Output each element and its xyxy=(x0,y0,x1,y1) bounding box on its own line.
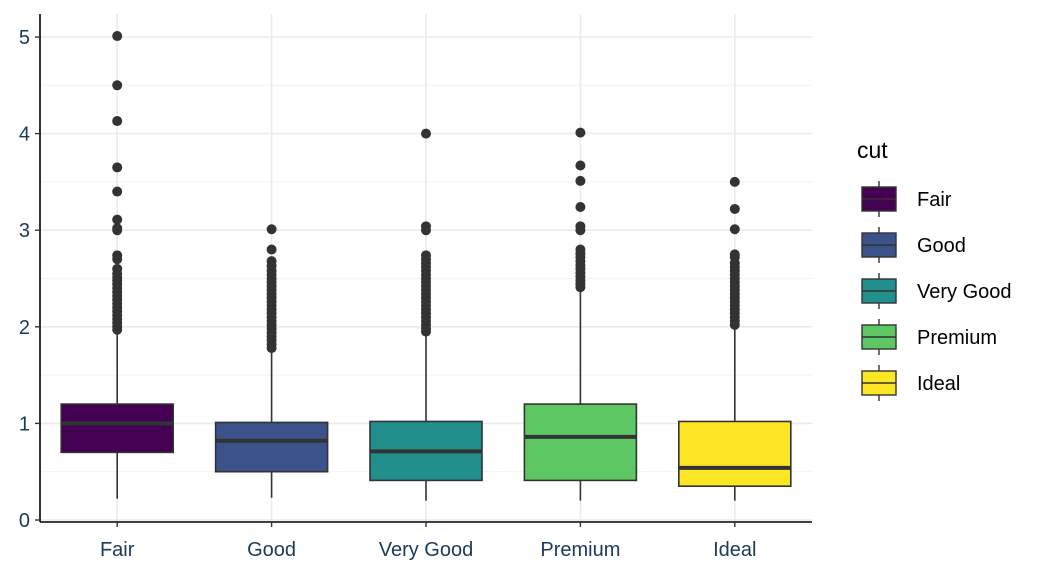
legend-label: Fair xyxy=(917,189,952,211)
legend-item-fair: Fair xyxy=(861,181,952,217)
y-tick-label: 5 xyxy=(19,27,30,49)
outlier-point xyxy=(112,324,123,335)
outlier-point xyxy=(575,225,586,236)
outlier-point xyxy=(112,186,123,197)
x-tick-label: Ideal xyxy=(713,539,756,561)
box-iqr xyxy=(677,420,792,487)
boxes xyxy=(60,31,792,501)
outlier-point xyxy=(112,225,123,236)
outlier-point xyxy=(112,80,123,91)
outlier-point xyxy=(112,162,123,173)
y-tick-label: 0 xyxy=(19,510,30,532)
outlier-point xyxy=(575,282,586,293)
outlier-point xyxy=(266,224,277,235)
outlier-point xyxy=(729,224,740,235)
axes: 0 1 2 3 4 5 Fair Good Very Good Premium Ideal xyxy=(19,14,812,561)
outlier-point xyxy=(421,128,431,139)
outlier-point xyxy=(112,116,123,127)
legend-item-very-good: Very Good xyxy=(861,273,1012,309)
outlier-point xyxy=(112,214,123,225)
legend-label: Very Good xyxy=(917,281,1012,303)
legend-title: cut xyxy=(857,137,888,163)
outlier-point xyxy=(575,175,586,186)
outlier-point xyxy=(729,176,740,187)
outlier-point xyxy=(421,225,431,236)
box-ideal xyxy=(677,176,792,501)
box-iqr xyxy=(523,403,638,482)
legend-item-premium: Premium xyxy=(861,319,997,355)
x-tick-label: Good xyxy=(247,539,296,561)
outlier-point xyxy=(421,326,431,337)
outlier-point xyxy=(575,127,586,138)
box-very-good xyxy=(369,128,483,501)
x-tick-label: Very Good xyxy=(379,539,474,561)
outlier-point xyxy=(729,319,740,330)
legend-label: Good xyxy=(917,235,966,257)
box-iqr xyxy=(60,403,175,454)
box-good xyxy=(214,224,329,498)
y-tick-label: 4 xyxy=(19,124,30,146)
y-tick-label: 2 xyxy=(19,317,30,339)
box-iqr xyxy=(214,421,329,473)
outlier-point xyxy=(112,254,123,265)
outlier-point xyxy=(112,31,123,42)
outlier-point xyxy=(729,203,740,214)
outlier-point xyxy=(575,202,586,213)
box-premium xyxy=(523,127,638,501)
x-tick-label: Fair xyxy=(100,539,135,561)
outlier-point xyxy=(575,160,586,171)
y-tick-label: 3 xyxy=(19,220,30,242)
legend-item-ideal: Ideal xyxy=(861,365,960,401)
y-tick-label: 1 xyxy=(19,413,30,435)
box-fair xyxy=(60,31,175,499)
outlier-point xyxy=(266,244,277,255)
legend-label: Ideal xyxy=(917,373,960,395)
legend-item-good: Good xyxy=(861,227,966,263)
outlier-point xyxy=(266,343,277,354)
legend-label: Premium xyxy=(917,327,997,349)
x-tick-label: Premium xyxy=(540,539,620,561)
legend: cut Fair Good Very Good Premium Ideal xyxy=(857,137,1012,401)
